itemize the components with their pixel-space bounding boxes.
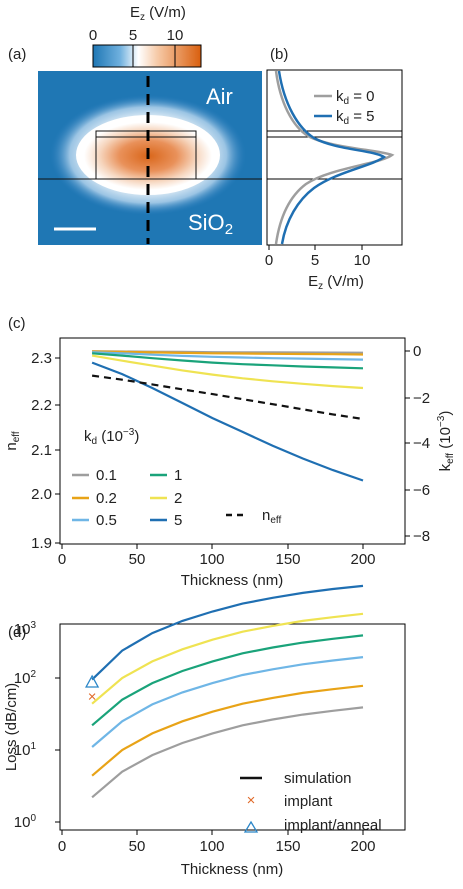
panel-c-xlabel: Thickness (nm) [181, 572, 284, 589]
panel-c-ytick-left: 2.2 [31, 397, 52, 414]
panel-d-xtick: 0 [58, 838, 66, 855]
panel-c-label: (c) [8, 315, 26, 332]
panel-c-xtick: 100 [199, 551, 224, 568]
panel-c-ytick-right: 0 [413, 343, 421, 360]
implant-marker-legend: × [247, 792, 256, 809]
panel-c-ytick-left: 2.0 [31, 486, 52, 503]
panel-b-legend: kd = 0 kd = 5 [314, 88, 375, 127]
panel-c-ytick-left: 2.1 [31, 442, 52, 459]
panel-c-yticks-left: 1.9 2.0 2.1 2.2 2.3 [31, 350, 60, 552]
colorbar-tick-label: 0 [89, 27, 97, 44]
panel-c-xtick: 150 [275, 551, 300, 568]
panel-c-xtick: 0 [58, 551, 66, 568]
panel-c-yticks-right: 0 −2 −4 −6 −8 [405, 343, 430, 545]
panel-c-ytick-left: 2.3 [31, 350, 52, 367]
panel-d-xtick: 50 [129, 838, 146, 855]
legend-label: 0.1 [96, 467, 117, 484]
panel-d-xtick: 150 [275, 838, 300, 855]
panel-b-xtick: 0 [265, 252, 273, 269]
legend-label: 2 [174, 490, 182, 507]
panel-d-ytick: 100 [14, 813, 37, 831]
keff-line-kd-1 [92, 353, 363, 368]
panel-d: (d) × 0 50 100 150 200 Thickness (nm) 10… [3, 586, 405, 878]
panel-c-xtick: 200 [350, 551, 375, 568]
svg-text:kd = 5: kd = 5 [336, 108, 375, 127]
profile-kd0-line [276, 71, 392, 244]
keff-line-kd-2 [92, 356, 363, 388]
legend-label: 5 [174, 512, 182, 529]
panel-d-xtick: 100 [199, 838, 224, 855]
panel-c-series [92, 351, 363, 480]
panel-c-ytick-right: −6 [413, 482, 430, 499]
panel-c-xticks: 0 50 100 150 200 [58, 544, 376, 568]
loss-line-kd-5 [92, 586, 363, 680]
colorbar-tick-label: 10 [167, 27, 184, 44]
colorbar-tick-label: 5 [129, 27, 137, 44]
panel-b-xtick: 5 [311, 252, 319, 269]
panel-c-legend: kd (10−3) 0.1 1 0.2 2 0.5 5 neff [72, 427, 282, 529]
panel-d-markers: × [86, 676, 98, 706]
panel-b-xtick: 10 [354, 252, 371, 269]
legend-title: kd (10−3) [84, 427, 139, 447]
panel-d-ylabel: Loss (dB/cm) [3, 683, 20, 771]
legend-label: 0.5 [96, 512, 117, 529]
field-map: Air SiO2 [38, 71, 262, 245]
svg-text:kd = 0: kd = 0 [336, 88, 375, 107]
panel-c-ytick-right: −8 [413, 528, 430, 545]
panel-b-xlabel: Ez (V/m) [308, 273, 364, 292]
implant-marker: × [88, 689, 97, 706]
panel-d-xlabel: Thickness (nm) [181, 861, 284, 878]
loss-line-kd-0p5 [92, 657, 363, 747]
loss-line-kd-0p2 [92, 686, 363, 776]
colorbar [93, 45, 201, 67]
panel-c-xtick: 50 [129, 551, 146, 568]
panel-a: (a) Ez (V/m) 0 5 10 Air SiO2 [8, 4, 262, 245]
panel-c: (c) 0 50 100 150 200 Thickness (nm) 1.9 … [3, 315, 456, 589]
legend-label: implant/anneal [284, 817, 382, 834]
panel-b: (b) kd = 0 kd = 5 0 5 10 Ez (V/m) [265, 46, 402, 292]
panel-d-ytick: 103 [14, 620, 37, 638]
panel-c-ytick-right: −4 [413, 435, 430, 452]
panel-d-xtick: 200 [350, 838, 375, 855]
panel-c-ylabel-right: keff (10−3) [436, 411, 456, 472]
panel-d-legend: simulation × implant implant/anneal [240, 770, 382, 834]
legend-label: implant [284, 793, 333, 810]
air-label: Air [206, 84, 233, 109]
legend-label: 1 [174, 467, 182, 484]
panel-b-label: (b) [270, 46, 288, 63]
legend-label: 0.2 [96, 490, 117, 507]
colorbar-title: Ez (V/m) [130, 4, 186, 23]
legend-label: simulation [284, 770, 352, 787]
legend-label-neff: neff [262, 507, 282, 526]
panel-c-ylabel-left: neff [3, 431, 22, 451]
panel-c-ytick-left: 1.9 [31, 535, 52, 552]
panel-d-series [92, 586, 363, 797]
panel-c-ytick-right: −2 [413, 390, 430, 407]
implant-anneal-marker [86, 676, 98, 687]
panel-a-label: (a) [8, 46, 26, 63]
neff-line [92, 376, 363, 419]
